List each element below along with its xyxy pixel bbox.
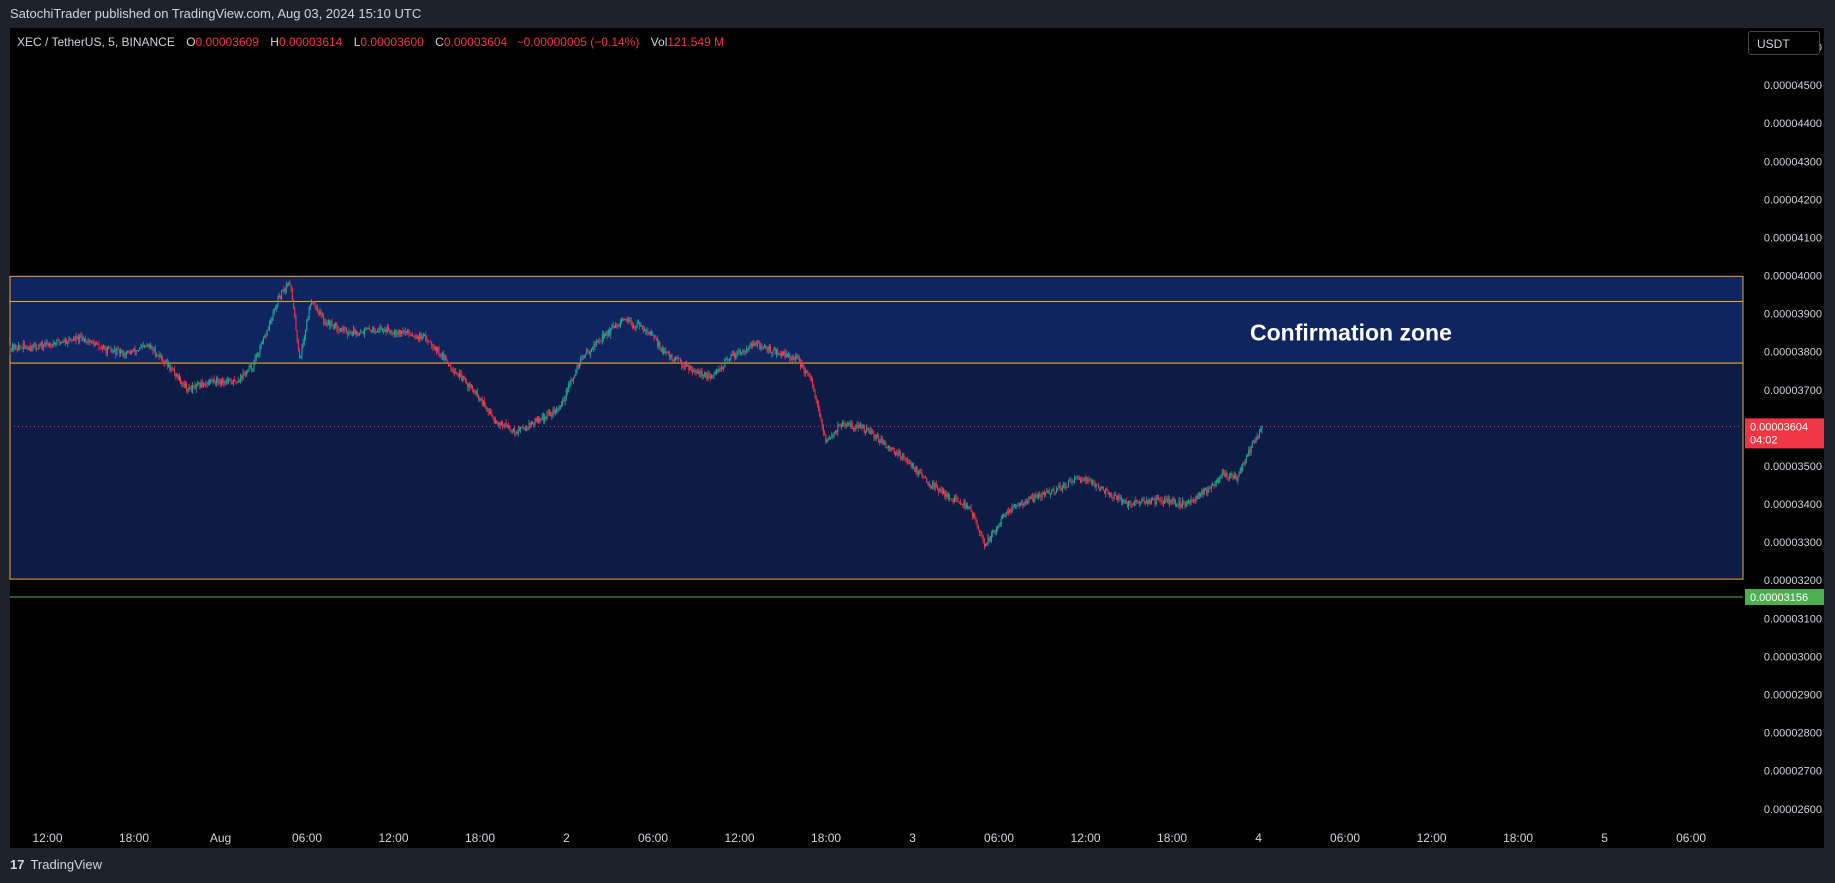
tradingview-logo[interactable]: 17 TradingView xyxy=(10,857,102,872)
footer-bar: 17 TradingView xyxy=(0,848,1835,883)
legend-open-value: 0.00003609 xyxy=(195,35,259,49)
legend-open-label: O xyxy=(186,35,196,49)
legend-volume-value: 121.549 M xyxy=(667,35,725,49)
legend-low-value: 0.00003600 xyxy=(360,35,424,49)
tradingview-brand-text: TradingView xyxy=(30,857,103,872)
publisher-bar: SatochiTrader published on TradingView.c… xyxy=(0,0,1835,28)
currency-button[interactable]: USDT xyxy=(1748,31,1820,55)
tradingview-logo-icon: 17 xyxy=(10,857,25,872)
chart-area[interactable] xyxy=(10,28,1824,848)
legend-symbol[interactable]: XEC / TetherUS, 5, BINANCE xyxy=(17,35,175,49)
publisher-text: SatochiTrader published on TradingView.c… xyxy=(10,6,422,21)
legend-low-label: L xyxy=(353,35,361,49)
legend-volume-label: Vol xyxy=(650,35,668,49)
symbol-legend: XEC / TetherUS, 5, BINANCE O0.00003609 H… xyxy=(17,35,724,49)
legend-change: −0.00000005 (−0.14%) xyxy=(516,35,640,49)
legend-high-value: 0.00003614 xyxy=(278,35,343,49)
legend-close-value: 0.00003604 xyxy=(443,35,508,49)
legend-close-label: C xyxy=(435,35,444,49)
legend-high-label: H xyxy=(270,35,279,49)
